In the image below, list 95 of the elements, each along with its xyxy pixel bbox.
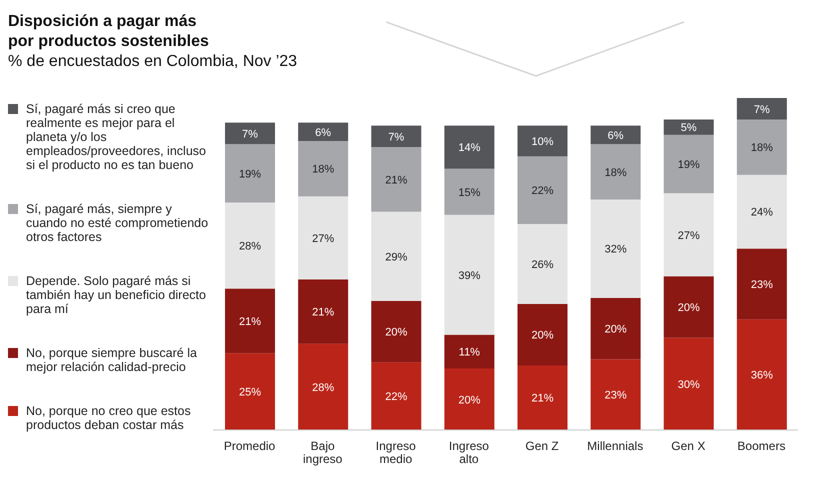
data-label: 36% bbox=[750, 370, 774, 382]
data-label: 21% bbox=[531, 392, 554, 405]
bar bbox=[225, 288, 275, 354]
x-tick-label: Bajo ingreso bbox=[303, 439, 343, 466]
bar bbox=[664, 134, 714, 194]
data-label: 26% bbox=[531, 259, 554, 271]
data-label: 39% bbox=[458, 270, 481, 282]
data-label: 7% bbox=[754, 104, 770, 116]
data-label: 28% bbox=[312, 382, 334, 394]
bar bbox=[371, 300, 422, 362]
data-label: 21% bbox=[238, 316, 262, 328]
data-label: 10% bbox=[531, 136, 554, 148]
bar bbox=[518, 304, 568, 366]
bar bbox=[225, 122, 275, 144]
data-label: 20% bbox=[604, 324, 627, 336]
data-label: 15% bbox=[458, 186, 481, 199]
data-label: 21% bbox=[385, 174, 408, 186]
bar bbox=[664, 193, 714, 276]
data-label: 23% bbox=[604, 390, 627, 402]
bar bbox=[518, 156, 568, 224]
bar bbox=[371, 126, 422, 148]
bar bbox=[371, 362, 422, 430]
data-label: 27% bbox=[678, 230, 700, 242]
data-label: 22% bbox=[385, 391, 408, 404]
bar bbox=[225, 353, 275, 430]
data-label: 23% bbox=[750, 278, 774, 291]
bar bbox=[590, 359, 641, 430]
bar bbox=[736, 174, 787, 249]
data-label: 32% bbox=[604, 244, 627, 256]
bar bbox=[225, 202, 275, 289]
data-label: 27% bbox=[312, 232, 334, 245]
bar bbox=[298, 122, 348, 142]
bar bbox=[664, 120, 714, 135]
bar bbox=[590, 126, 641, 144]
data-label: 20% bbox=[678, 302, 700, 314]
bar bbox=[371, 147, 422, 212]
data-label: 7% bbox=[242, 128, 258, 140]
bar bbox=[736, 319, 787, 430]
data-label: 14% bbox=[458, 142, 481, 154]
data-label: 18% bbox=[604, 166, 627, 179]
bar bbox=[518, 126, 568, 156]
bar bbox=[444, 334, 494, 369]
data-label: 6% bbox=[608, 130, 624, 142]
x-tick-label: Ingreso medio bbox=[376, 439, 416, 466]
data-label: 29% bbox=[385, 251, 408, 264]
bar bbox=[298, 141, 348, 196]
bar bbox=[444, 168, 494, 215]
bar bbox=[736, 120, 787, 175]
bar bbox=[298, 279, 348, 344]
data-label: 18% bbox=[750, 142, 774, 154]
legend-label: No, porque siempre buscaré la mejor relación calidad-precio bbox=[26, 346, 198, 374]
legend-label: Sí, pagaré más, siempre y cuando no esté comprometiendo otros factores bbox=[26, 202, 210, 244]
bar bbox=[298, 196, 348, 280]
x-tick-label: Ingreso alto bbox=[448, 439, 490, 466]
data-label: 30% bbox=[678, 378, 700, 391]
legend-label: Depende. Solo pagaré más si también hay un beneficio directo para mí bbox=[26, 274, 207, 316]
bar bbox=[736, 248, 787, 320]
x-tick-label: Gen X bbox=[671, 439, 706, 453]
bar bbox=[444, 368, 494, 430]
bar bbox=[444, 214, 494, 335]
data-label: 11% bbox=[458, 346, 480, 359]
chart-subtitle: % de encuestados en Colombia, Nov ’23 bbox=[8, 52, 298, 72]
data-label: 24% bbox=[750, 206, 774, 219]
data-label: 25% bbox=[238, 386, 262, 399]
legend-label: Sí, pagaré más si creo que realmente es mejor para el planeta y/o los empleados/proveedores, incluso si el producto no es tan bueno bbox=[26, 102, 207, 172]
x-tick-label: Promedio bbox=[224, 439, 276, 453]
data-label: 22% bbox=[531, 185, 554, 198]
data-label: 21% bbox=[312, 306, 334, 319]
data-label: 19% bbox=[678, 159, 700, 172]
bar bbox=[664, 338, 714, 430]
data-label: 20% bbox=[458, 394, 481, 406]
bar bbox=[225, 144, 275, 203]
data-label: 20% bbox=[531, 330, 554, 342]
chart-title: Disposición a pagar más por productos sostenibles bbox=[8, 12, 210, 52]
data-label: 28% bbox=[238, 240, 262, 253]
bar bbox=[298, 344, 348, 430]
legend-label: No, porque no creo que estos productos deban costar más bbox=[26, 404, 192, 432]
bar bbox=[736, 98, 787, 120]
bar bbox=[590, 199, 641, 298]
data-label: 19% bbox=[238, 168, 262, 180]
bar bbox=[444, 126, 494, 169]
data-label: 20% bbox=[385, 326, 408, 339]
bar bbox=[518, 365, 568, 430]
bar bbox=[371, 212, 422, 301]
bar bbox=[664, 276, 714, 338]
data-label: 18% bbox=[312, 164, 334, 176]
data-label: 5% bbox=[680, 122, 697, 134]
data-label: 6% bbox=[315, 126, 332, 139]
bar bbox=[590, 298, 641, 360]
x-tick-label: Boomers bbox=[737, 439, 786, 453]
bar bbox=[518, 224, 568, 304]
data-label: 7% bbox=[388, 131, 404, 144]
x-tick-label: Gen Z bbox=[525, 439, 559, 453]
x-tick-label: Millennials bbox=[587, 439, 644, 453]
bar bbox=[590, 144, 641, 200]
